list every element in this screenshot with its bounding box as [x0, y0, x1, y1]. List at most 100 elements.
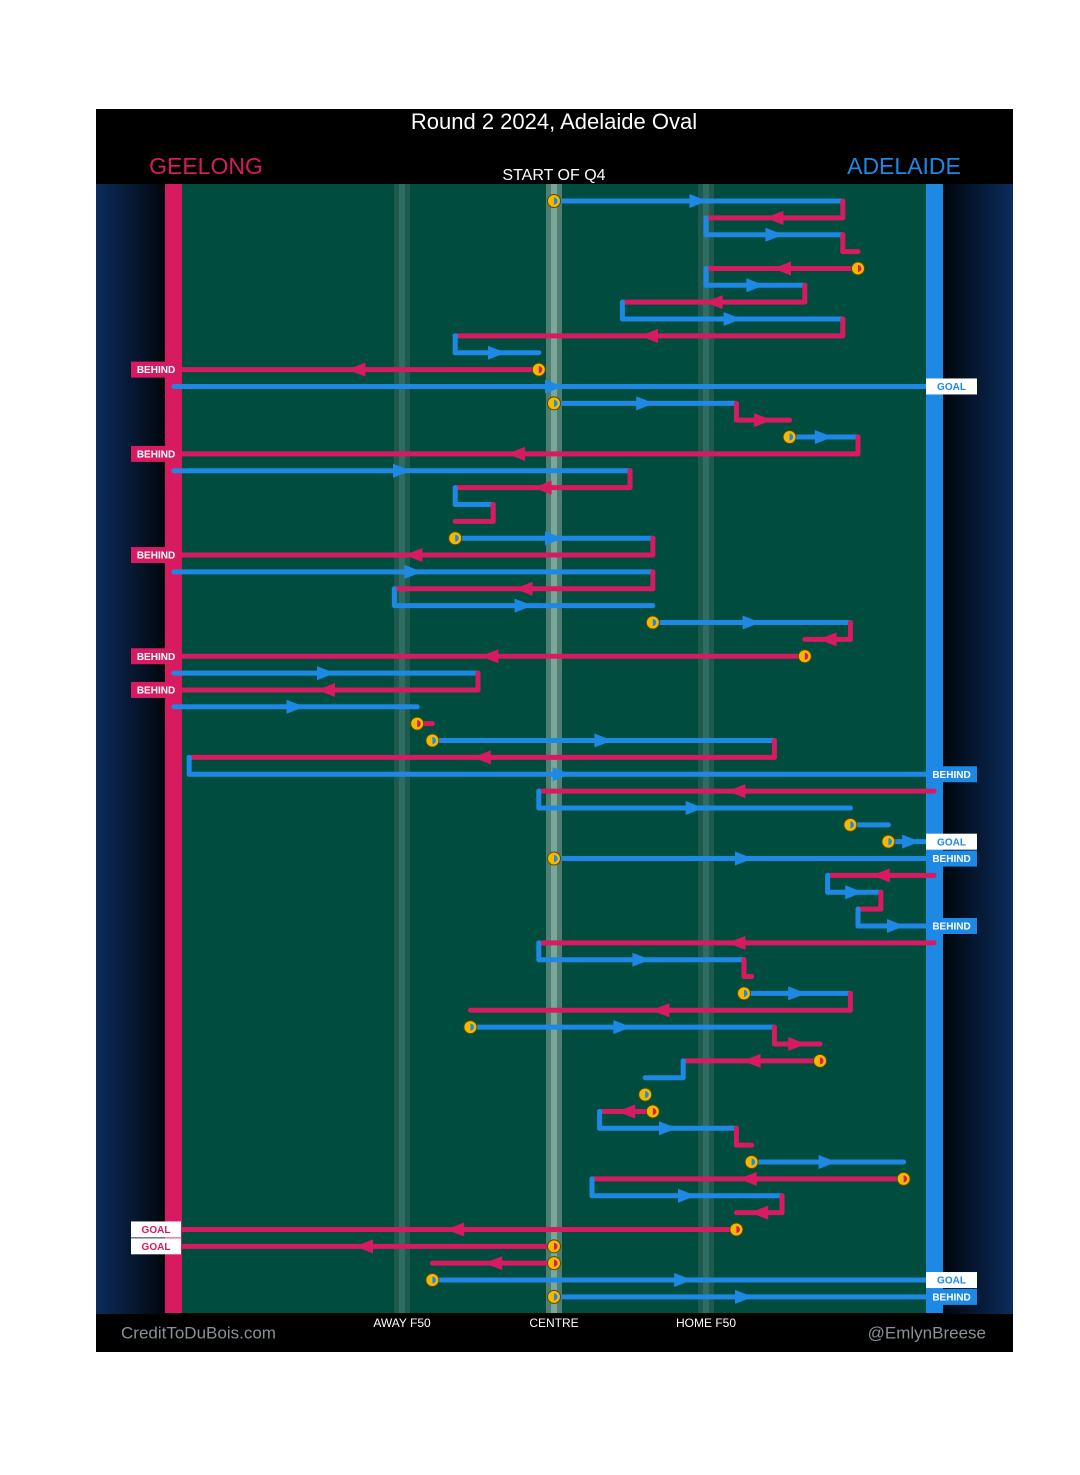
stoppage-half: [455, 534, 459, 542]
field-marker-line: [703, 184, 709, 1313]
direction-arrow: [636, 396, 655, 411]
stoppage-half: [789, 433, 794, 441]
team-name: GEELONG: [149, 153, 263, 179]
direction-arrow: [788, 986, 807, 1001]
direction-arrow: [735, 1289, 753, 1304]
direction-arrow: [286, 699, 305, 714]
direction-arrow: [765, 210, 784, 225]
score-box: [131, 1221, 181, 1238]
adelaide-goal-line: [926, 184, 943, 1313]
subtitle: START OF Q4: [502, 167, 605, 184]
direction-arrow: [887, 918, 905, 933]
direction-arrow: [685, 800, 704, 815]
direction-arrow: [640, 328, 658, 343]
direction-arrow: [742, 615, 761, 630]
direction-arrow: [750, 1205, 769, 1220]
field-marker-line: [551, 184, 557, 1313]
direction-arrow: [742, 1053, 761, 1068]
stoppage-half: [804, 652, 809, 660]
direction-arrow: [674, 1273, 693, 1288]
score-label: BEHIND: [137, 551, 175, 562]
direction-arrow: [727, 935, 746, 950]
field-marker-label: CENTRE: [529, 1316, 578, 1330]
direction-arrow: [317, 682, 335, 697]
score-box: [131, 547, 181, 564]
field-marker-line: [399, 184, 405, 1313]
score-box: [131, 445, 181, 462]
direction-arrow: [533, 480, 552, 495]
stoppage-half: [432, 737, 436, 745]
direction-arrow: [514, 581, 533, 596]
direction-arrow: [738, 1171, 757, 1186]
direction-arrow: [484, 1256, 503, 1271]
direction-arrow: [818, 632, 837, 647]
score-label: GOAL: [937, 837, 966, 848]
score-box: [926, 378, 977, 395]
direction-arrow: [594, 733, 613, 748]
score-label: BEHIND: [932, 854, 970, 865]
direction-arrow: [735, 851, 753, 866]
direction-arrow: [632, 952, 651, 967]
stoppage-half: [554, 855, 558, 863]
direction-arrow: [689, 194, 708, 208]
score-label: BEHIND: [137, 450, 175, 461]
stoppage-half: [645, 1091, 649, 1099]
team-name: ADELAIDE: [847, 153, 961, 179]
stoppage-half: [850, 821, 854, 829]
score-label: BEHIND: [932, 1293, 970, 1304]
score-label: BEHIND: [137, 652, 175, 663]
direction-arrow: [845, 885, 864, 900]
stoppage-half: [554, 1242, 558, 1250]
direction-arrow: [472, 750, 491, 765]
score-box: [926, 1272, 977, 1289]
field-marker-label: AWAY F50: [373, 1316, 431, 1330]
direction-arrow: [446, 1222, 465, 1237]
score-box: [131, 1238, 181, 1255]
direction-arrow: [545, 379, 563, 394]
score-box: [131, 648, 181, 665]
stoppage-half: [432, 1276, 436, 1284]
score-label: BEHIND: [137, 365, 175, 376]
direction-arrow: [659, 1121, 677, 1136]
direction-arrow: [818, 1155, 837, 1170]
direction-arrow: [617, 1104, 636, 1119]
score-label: BEHIND: [137, 686, 175, 697]
direction-arrow: [488, 345, 506, 360]
score-box: [926, 1288, 977, 1305]
score-box: [926, 850, 977, 867]
panel-side: [933, 184, 1013, 1314]
direction-arrow: [651, 1003, 670, 1018]
score-label: GOAL: [937, 382, 966, 393]
stoppage-half: [538, 366, 543, 374]
direction-arrow: [514, 598, 533, 613]
score-box: [131, 681, 181, 698]
direction-arrow: [902, 834, 921, 849]
score-label: GOAL: [937, 1276, 966, 1287]
stoppage-half: [652, 1107, 657, 1115]
direction-arrow: [871, 868, 890, 883]
direction-arrow: [814, 430, 833, 445]
stoppage-half: [744, 989, 748, 997]
direction-arrow: [355, 1239, 373, 1254]
direction-arrow: [788, 1037, 807, 1051]
stoppage-half: [736, 1225, 740, 1233]
score-label: BEHIND: [932, 922, 970, 933]
credit: @EmlynBreese: [868, 1323, 986, 1342]
stoppage-half: [554, 1293, 558, 1301]
direction-arrow: [393, 463, 411, 478]
stoppage-half: [820, 1057, 824, 1065]
direction-arrow: [746, 278, 765, 293]
score-label: BEHIND: [932, 770, 970, 781]
field-marker-label: HOME F50: [676, 1316, 736, 1330]
stoppage-half: [903, 1175, 908, 1183]
direction-arrow: [765, 227, 784, 242]
score-box: [926, 766, 977, 783]
score-box: [926, 833, 977, 850]
direction-arrow: [723, 312, 742, 327]
geelong-goal-line: [165, 184, 182, 1313]
direction-arrow: [404, 564, 423, 579]
direction-arrow: [317, 666, 335, 681]
direction-arrow: [552, 767, 571, 782]
stoppage-half: [554, 399, 558, 407]
